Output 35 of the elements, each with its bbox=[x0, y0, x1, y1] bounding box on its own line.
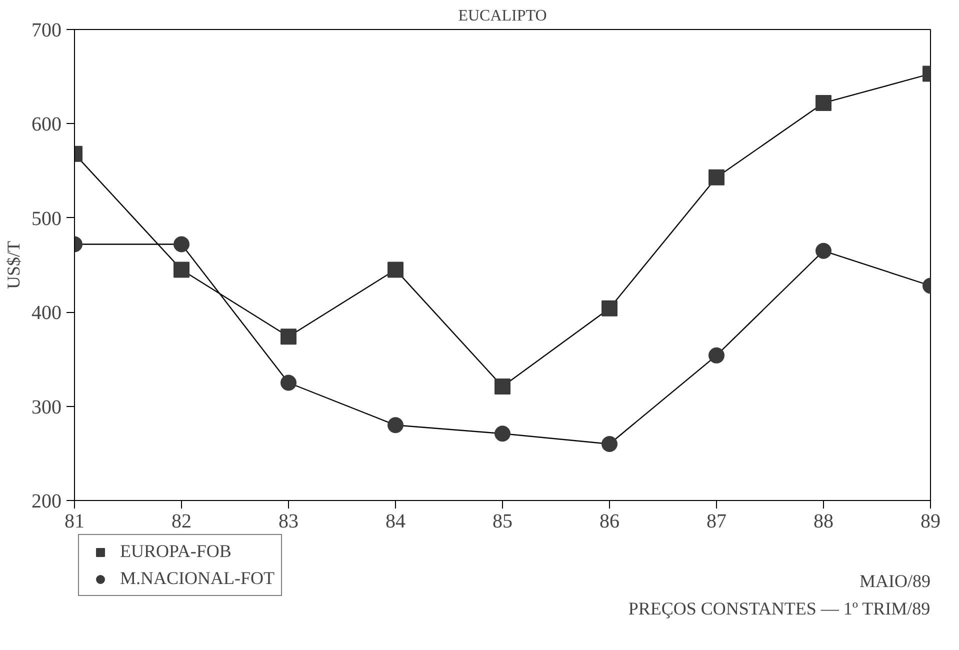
y-tick-label: 400 bbox=[32, 302, 62, 324]
point bbox=[174, 236, 190, 252]
point bbox=[816, 94, 832, 111]
point bbox=[388, 262, 404, 278]
point bbox=[280, 374, 296, 391]
point bbox=[602, 436, 618, 452]
point bbox=[174, 262, 190, 278]
point bbox=[816, 242, 832, 259]
point bbox=[388, 417, 404, 434]
point bbox=[708, 169, 724, 186]
text: PREÇOS CONSTANTES — 1º TRIM/89 bbox=[628, 598, 930, 618]
y-tick-label: 700 bbox=[32, 20, 62, 42]
x-tick-label: 86 bbox=[600, 510, 620, 532]
text: MAIO/89 bbox=[860, 571, 930, 591]
x-tick-label: 83 bbox=[278, 510, 298, 532]
x-tick-label: 82 bbox=[172, 510, 192, 532]
x-tick-label: 81 bbox=[64, 510, 84, 532]
legend-label: EUROPA-FOB bbox=[120, 541, 232, 562]
y-tick-label: 300 bbox=[32, 396, 62, 418]
y-tick-label: 500 bbox=[32, 208, 62, 230]
chart-title: EUCALIPTO bbox=[458, 8, 547, 24]
y-tick-label: 200 bbox=[32, 490, 62, 512]
y-axis-title: US$/T bbox=[4, 240, 24, 290]
point bbox=[494, 378, 510, 395]
x-tick-label: 88 bbox=[814, 510, 834, 532]
x-tick-label: 85 bbox=[492, 510, 512, 532]
x-tick-label: 87 bbox=[706, 510, 726, 532]
point bbox=[602, 300, 618, 316]
point bbox=[494, 426, 510, 442]
y-tick-label: 600 bbox=[32, 114, 62, 136]
x-tick-label: 89 bbox=[920, 510, 940, 532]
legend-label: M.NACIONAL-FOT bbox=[120, 568, 274, 589]
point bbox=[280, 328, 296, 345]
point bbox=[708, 347, 724, 364]
x-tick-label: 84 bbox=[386, 510, 406, 532]
